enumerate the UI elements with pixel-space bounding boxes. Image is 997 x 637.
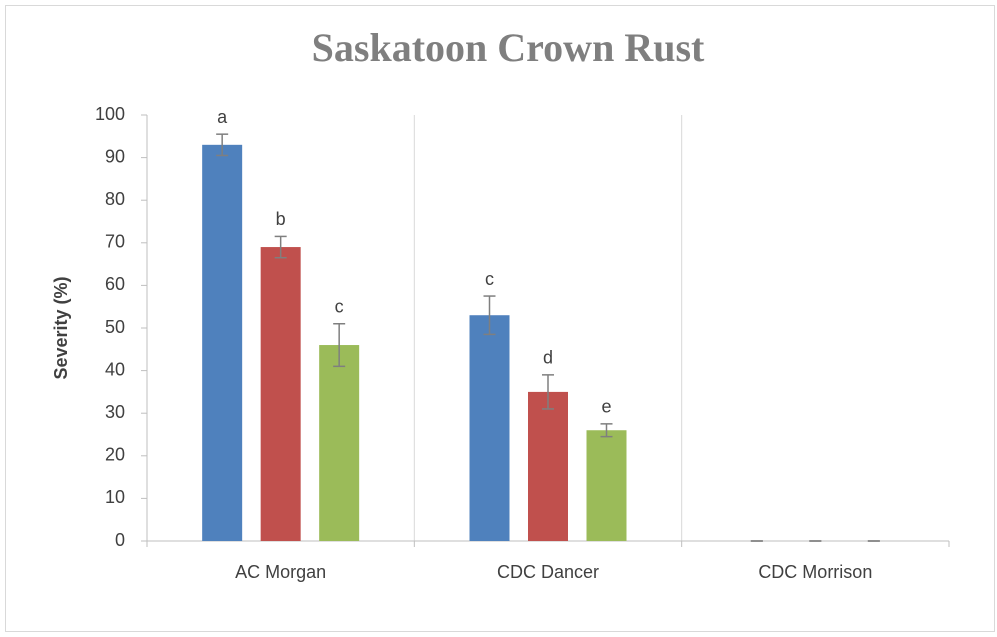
bar	[528, 391, 568, 541]
significance-letter: c	[335, 296, 344, 316]
significance-letter: a	[217, 107, 228, 127]
bar	[586, 430, 627, 541]
x-tick-label: CDC Morrison	[758, 562, 872, 582]
y-tick-label: 20	[105, 445, 125, 465]
bar	[469, 315, 510, 541]
significance-letter: c	[485, 269, 494, 289]
bar	[319, 345, 360, 541]
bar	[260, 247, 301, 541]
y-tick-label: 100	[95, 104, 125, 124]
bar	[202, 144, 243, 541]
y-tick-label: 50	[105, 317, 125, 337]
y-tick-label: 30	[105, 402, 125, 422]
x-tick-label: AC Morgan	[235, 562, 326, 582]
y-tick-label: 40	[105, 359, 125, 379]
significance-letter: b	[276, 209, 286, 229]
y-tick-label: 70	[105, 232, 125, 252]
y-tick-label: 60	[105, 274, 125, 294]
y-tick-label: 90	[105, 146, 125, 166]
significance-letter: d	[543, 348, 553, 368]
chart-title: Saskatoon Crown Rust	[312, 25, 705, 70]
significance-letter: e	[601, 397, 611, 417]
y-tick-label: 0	[115, 530, 125, 550]
x-tick-label: CDC Dancer	[497, 562, 599, 582]
y-tick-label: 10	[105, 487, 125, 507]
y-axis-label: Severity (%)	[51, 276, 71, 379]
y-tick-label: 80	[105, 189, 125, 209]
